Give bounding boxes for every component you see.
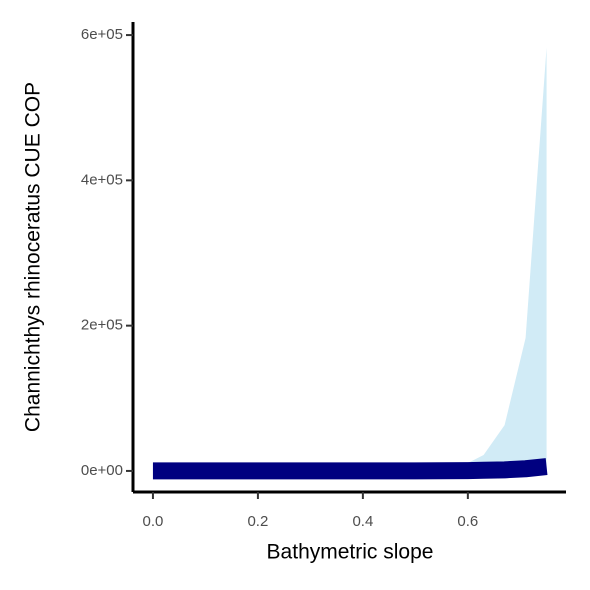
x-tick-label: 0.4 bbox=[352, 513, 373, 530]
x-axis-title: Bathymetric slope bbox=[267, 541, 434, 564]
x-tick-label: 0.6 bbox=[457, 513, 478, 530]
x-tick-label: 0.2 bbox=[247, 513, 268, 530]
y-tick-label: 4e+05 bbox=[81, 171, 123, 188]
line bbox=[152, 458, 548, 480]
x-tick-label: 0.0 bbox=[143, 513, 164, 530]
y-tick-label: 2e+05 bbox=[81, 317, 123, 334]
confidence-ribbon bbox=[152, 47, 547, 475]
y-tick-label: 0e+00 bbox=[81, 462, 123, 479]
y-tick-label: 6e+05 bbox=[81, 26, 123, 43]
y-axis-title: Channichthys rhinoceratus CUE COP bbox=[22, 82, 45, 432]
